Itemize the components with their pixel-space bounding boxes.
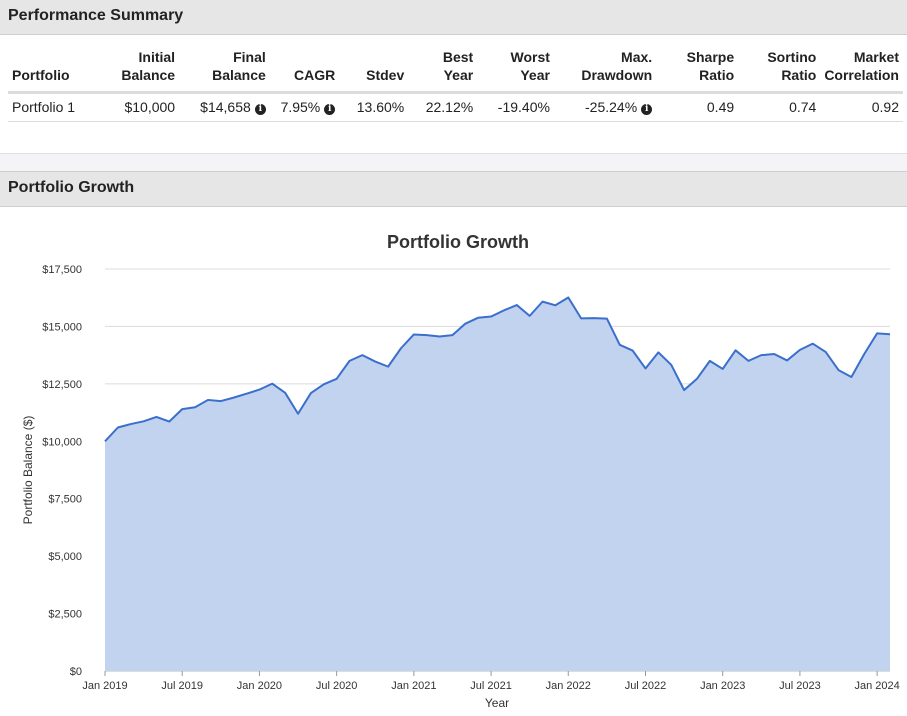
info-icon[interactable]: i bbox=[324, 104, 336, 115]
performance-summary-header: Performance Summary bbox=[0, 0, 907, 35]
x-axis: Jan 2019 Jul 2019 Jan 2020 Jul 2020 Jan 2021… bbox=[82, 671, 900, 692]
portfolio-growth-chart: Portfolio Growth $0 $2,500 $5,000 $7,500 $10… bbox=[21, 232, 900, 710]
x-tick-label: Jan 2023 bbox=[700, 680, 745, 692]
chart-title: Portfolio Growth bbox=[387, 232, 529, 252]
y-tick-label: $2,500 bbox=[48, 609, 82, 621]
x-tick-label: Jul 2021 bbox=[470, 680, 512, 692]
section-divider bbox=[0, 153, 907, 171]
cell-best-year: 22.12% bbox=[408, 92, 478, 122]
cell-initial-balance: $10,000 bbox=[92, 92, 180, 122]
cell-sortino-ratio: 0.74 bbox=[738, 92, 821, 122]
performance-summary-table: Portfolio Initial Balance Final Balance CA… bbox=[8, 48, 903, 122]
portfolio-growth-section-title: Portfolio Growth bbox=[8, 179, 135, 196]
cell-sharpe-ratio: 0.49 bbox=[656, 92, 739, 122]
info-icon[interactable]: i bbox=[254, 104, 266, 115]
performance-summary-title: Performance Summary bbox=[8, 7, 184, 24]
cagr-value: 7.95% bbox=[280, 99, 321, 115]
x-axis-label: Year bbox=[485, 696, 509, 710]
y-tick-label: $17,500 bbox=[42, 264, 82, 276]
y-tick-label: $15,000 bbox=[42, 321, 82, 333]
x-tick-label: Jul 2023 bbox=[779, 680, 821, 692]
y-axis: $0 $2,500 $5,000 $7,500 $10,000 $12,500 $15,00… bbox=[42, 264, 82, 678]
y-tick-label: $10,000 bbox=[42, 436, 82, 448]
portfolio-growth-header: Portfolio Growth bbox=[0, 171, 907, 207]
cell-max-drawdown: -25.24% i bbox=[553, 92, 657, 122]
cell-market-correlation: 0.92 bbox=[820, 92, 903, 122]
plot-area bbox=[104, 296, 891, 671]
cell-worst-year: -19.40% bbox=[477, 92, 554, 122]
col-final-balance[interactable]: Final Balance bbox=[179, 48, 270, 94]
cell-portfolio: Portfolio 1 bbox=[8, 92, 93, 122]
final-balance-value: $14,658 bbox=[200, 99, 251, 115]
col-initial-balance[interactable]: Initial Balance bbox=[92, 48, 180, 94]
max-drawdown-value: -25.24% bbox=[585, 99, 638, 115]
table-row: Portfolio 1 $10,000 $14,658 i 7.95% i 13.6… bbox=[8, 92, 903, 122]
col-market-correlation[interactable]: Market Correlation bbox=[820, 48, 903, 94]
x-tick-label: Jan 2020 bbox=[237, 680, 282, 692]
y-tick-label: $7,500 bbox=[48, 494, 82, 506]
col-worst-year[interactable]: Worst Year bbox=[477, 48, 554, 94]
summary-header-row: Portfolio Initial Balance Final Balance CA… bbox=[8, 48, 903, 94]
x-tick-label: Jul 2022 bbox=[625, 680, 667, 692]
info-icon[interactable]: i bbox=[641, 104, 653, 115]
col-best-year[interactable]: Best Year bbox=[408, 48, 478, 94]
cell-final-balance: $14,658 i bbox=[179, 92, 270, 122]
x-tick-label: Jan 2019 bbox=[82, 680, 127, 692]
y-axis-label: Portfolio Balance ($) bbox=[21, 416, 35, 525]
x-tick-label: Jan 2021 bbox=[391, 680, 436, 692]
y-tick-label: $0 bbox=[70, 666, 82, 678]
col-sortino-ratio[interactable]: Sortino Ratio bbox=[738, 48, 821, 94]
col-stdev[interactable]: Stdev bbox=[339, 48, 409, 94]
y-tick-label: $5,000 bbox=[48, 551, 82, 563]
cell-cagr: 7.95% i bbox=[269, 92, 340, 122]
col-sharpe-ratio[interactable]: Sharpe Ratio bbox=[656, 48, 739, 94]
x-tick-label: Jan 2022 bbox=[546, 680, 591, 692]
x-tick-label: Jul 2020 bbox=[316, 680, 358, 692]
cell-stdev: 13.60% bbox=[339, 92, 409, 122]
series-line bbox=[104, 296, 891, 442]
col-max-drawdown[interactable]: Max. Drawdown bbox=[553, 48, 657, 94]
x-tick-label: Jul 2019 bbox=[161, 680, 203, 692]
x-tick-label: Jan 2024 bbox=[854, 680, 899, 692]
col-portfolio[interactable]: Portfolio bbox=[8, 48, 93, 94]
y-tick-label: $12,500 bbox=[42, 379, 82, 391]
col-cagr[interactable]: CAGR bbox=[269, 48, 340, 94]
area-fill bbox=[105, 297, 890, 671]
